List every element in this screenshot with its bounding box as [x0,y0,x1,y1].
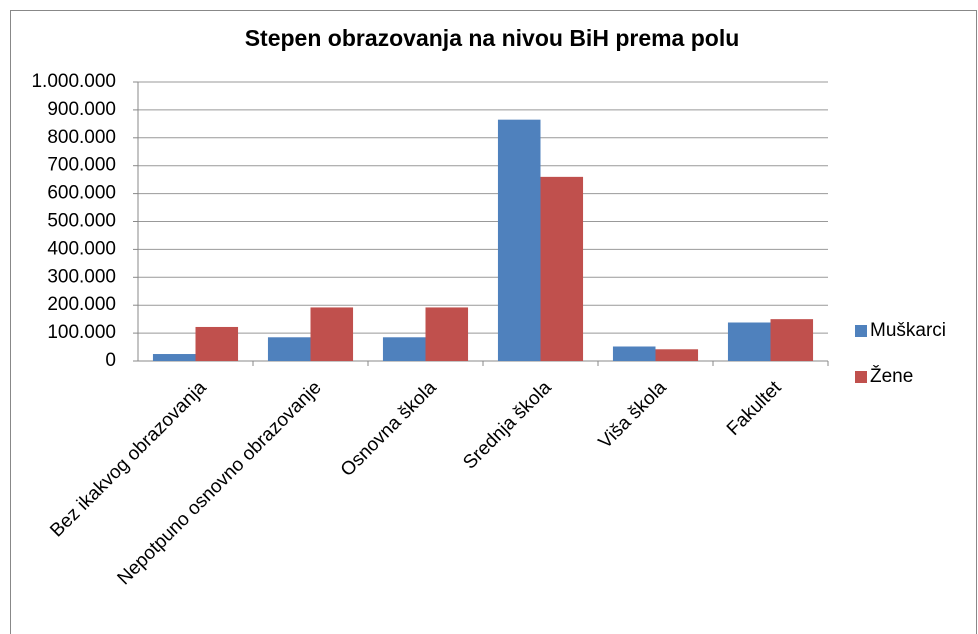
bar [195,326,239,361]
y-tick-label: 900.000 [47,99,116,120]
legend-label: Žene [870,365,913,387]
legend-swatch [855,325,867,337]
bar [267,337,311,361]
y-tick-label: 200.000 [47,294,116,315]
legend-label: Muškarci [870,320,946,341]
bar [425,307,469,361]
y-tick-label: 1.000.000 [31,71,116,92]
chart-border [10,10,977,634]
bar [540,176,584,361]
bar [612,346,656,361]
bar [497,119,541,361]
bar [152,354,196,361]
y-tick-label: 500.000 [47,211,116,232]
bar [310,307,354,361]
bar [655,349,699,361]
y-tick-label: 800.000 [47,127,116,148]
y-tick-label: 0 [105,350,116,371]
y-tick-label: 700.000 [47,155,116,176]
bar [727,322,771,361]
legend-swatch [855,371,867,383]
y-tick-label: 400.000 [47,238,116,259]
y-tick-label: 300.000 [47,266,116,287]
y-tick-label: 600.000 [47,183,116,204]
chart-title: Stepen obrazovanja na nivou BiH prema po… [245,25,740,51]
bar [382,337,426,361]
y-tick-label: 100.000 [47,322,116,343]
bar [770,319,814,361]
